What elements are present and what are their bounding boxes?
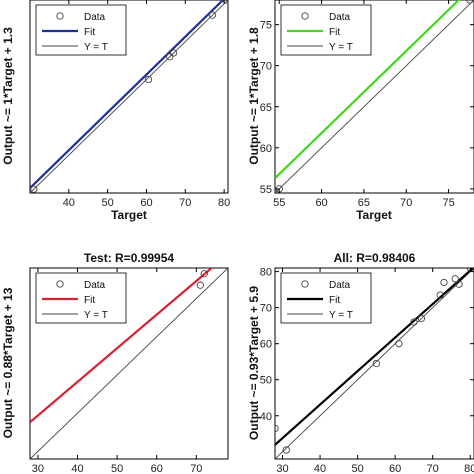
y-tick-label: 55 [260,184,272,196]
plot-3: 30 40 50 60 70 Output ~= 0.88*Target + 13 Test… [1,251,229,474]
identity-line [30,268,228,459]
x-tick-label: 40 [71,463,83,474]
data-point [451,275,459,283]
y-tick-label: 75 [260,20,272,32]
y-tick-label: 50 [260,375,272,387]
data-point [440,278,448,287]
x-tick-label: 50 [351,463,363,474]
y-axis-label: Output ~= 1*Target + 1.8 [247,27,261,165]
x-tick-label: 75 [442,197,454,209]
legend-label: Fit [84,295,95,306]
data-point [455,280,463,288]
x-axis-label: Target [111,208,147,222]
data-point [200,270,208,278]
data-point [222,0,228,4]
x-tick-label: 60 [151,463,163,474]
legend-label: Data [329,280,351,291]
plot-4: 30 40 50 60 70 80 40 50 60 70 80 Output ~= 0.93*Tar… [247,251,474,474]
plot-area [30,268,228,459]
y-tick-label: 40 [260,411,272,423]
x-tick-label: 70 [179,197,191,209]
identity-line [30,0,228,193]
x-tick-label: 70 [400,197,412,209]
x-tick-label: 80 [464,463,474,474]
legend: Data Fit Y = T [280,272,372,324]
x-tick-label: 60 [389,463,401,474]
data-point [282,446,290,454]
data-point [196,281,204,289]
data-point [395,340,403,348]
y-tick-label: 60 [260,143,272,155]
data-point [466,0,474,4]
identity-line [275,268,474,459]
legend-label: Y = T [84,42,108,53]
x-tick-label: 50 [102,197,114,209]
x-tick-label: 30 [276,463,288,474]
plot-2: 55 60 65 70 75 55 60 65 70 75 Target Output ~= 1*Ta… [247,0,474,222]
x-tick-label: 50 [111,463,123,474]
y-tick-label: 80 [260,267,272,279]
y-tick-label: 65 [260,102,272,114]
y-axis-label: Output ~= 0.93*Target + 5.9 [247,286,261,440]
legend-label: Data [84,12,106,23]
identity-line [275,0,474,193]
x-tick-label: 40 [63,197,75,209]
legend-data-marker [56,12,64,20]
legend-label: Fit [329,27,340,38]
plot-area [30,0,228,193]
data-point [275,424,279,433]
fit-line [275,0,461,180]
data-point [166,53,174,61]
data-point [169,49,178,57]
x-axis-label: Target [356,208,392,222]
y-axis-label: Output ~= 0.88*Target + 13 [1,287,15,438]
plot-title: Test: R=0.99954 [84,251,174,265]
x-tick-label: 80 [218,197,230,209]
x-tick-label: 65 [358,197,370,209]
y-tick-label: 70 [260,303,272,315]
fit-line [30,0,225,189]
legend-label: Y = T [329,42,353,53]
y-tick-label: 60 [260,339,272,351]
data-point [410,318,418,326]
legend-label: Y = T [329,310,353,321]
x-tick-label: 55 [273,197,285,209]
legend-label: Data [329,12,351,23]
legend: Data Fit Y = T [35,4,127,56]
legend: Data Fit Y = T [280,4,372,56]
plot-1: 40 50 60 70 80 Target Output ~= 1*Target + 1.3… [1,0,230,222]
data-point [208,11,217,19]
data-point [372,359,381,368]
legend-label: Data [84,280,106,291]
legend-data-marker [56,280,64,288]
legend-data-marker [301,280,309,288]
legend: Data Fit Y = T [35,272,127,324]
legend-data-marker [301,12,309,20]
data-point [436,291,444,299]
y-tick-label: 70 [260,61,272,73]
data-point [144,75,153,84]
legend-label: Y = T [84,310,108,321]
x-tick-label: 40 [314,463,326,474]
data-point [30,185,38,193]
x-tick-label: 60 [315,197,327,209]
legend-label: Fit [84,27,95,38]
y-axis-label: Output ~= 1*Target + 1.3 [1,27,15,165]
data-point [417,314,426,323]
fit-line [275,268,474,446]
x-tick-label: 30 [32,463,44,474]
plot-title: All: R=0.98406 [334,251,416,265]
x-tick-label: 70 [190,463,202,474]
x-tick-label: 60 [140,197,152,209]
fit-line [30,268,214,424]
legend-label: Fit [329,295,340,306]
x-tick-label: 70 [427,463,439,474]
